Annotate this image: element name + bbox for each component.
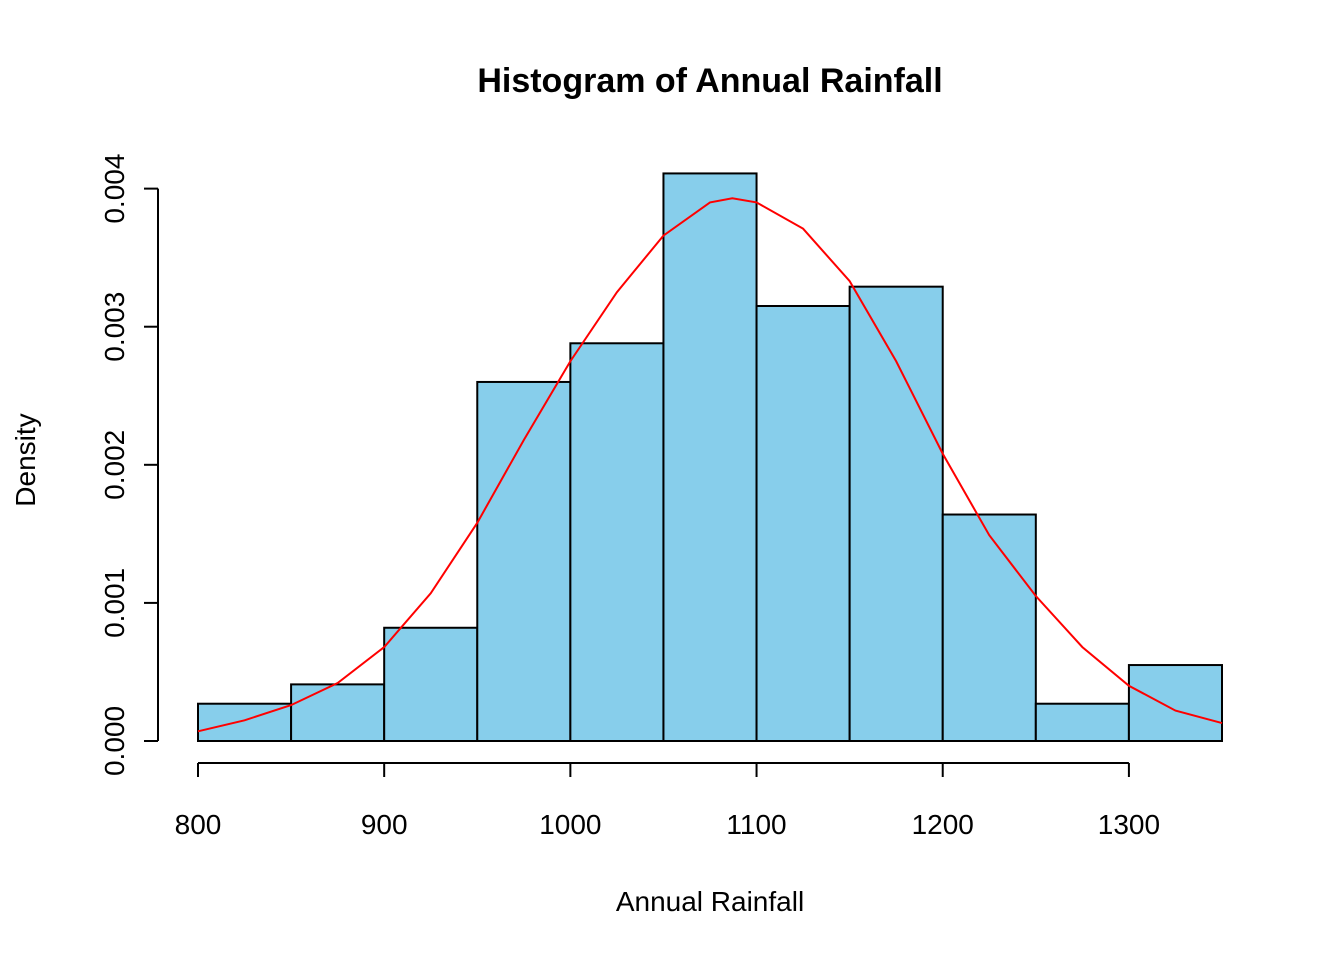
y-tick-label: 0.003 (99, 292, 130, 362)
histogram-bar (755, 305, 851, 742)
histogram-bar (848, 285, 944, 742)
histogram-bar (1034, 702, 1130, 743)
x-tick-label: 1200 (912, 809, 974, 840)
y-tick-label: 0.002 (99, 430, 130, 500)
y-tick-label: 0.004 (99, 154, 130, 224)
y-tick-label: 0.001 (99, 568, 130, 638)
histogram-bar (1127, 664, 1223, 742)
histogram-bar (383, 626, 479, 742)
x-tick-label: 1000 (539, 809, 601, 840)
x-tick-label: 900 (361, 809, 408, 840)
x-axis: 800 900 1000 1100 1200 1300 (175, 762, 1160, 840)
x-tick-label: 800 (175, 809, 222, 840)
chart-title: Histogram of Annual Rainfall (477, 62, 942, 100)
histogram-bar (662, 172, 758, 742)
x-tick-label: 1300 (1098, 809, 1160, 840)
x-axis-label: Annual Rainfall (616, 886, 804, 917)
y-tick-label: 0.000 (99, 706, 130, 776)
histogram-bar (290, 683, 386, 743)
y-axis-label: Density (10, 413, 41, 506)
histogram-bar (941, 513, 1037, 742)
bars-group (197, 172, 1223, 743)
x-tick-label: 1100 (726, 809, 786, 840)
y-axis: 0.000 0.001 0.002 0.003 0.004 (99, 154, 159, 776)
histogram-bar (569, 342, 665, 742)
histogram-bar (476, 380, 572, 742)
density-curve (197, 197, 1223, 733)
